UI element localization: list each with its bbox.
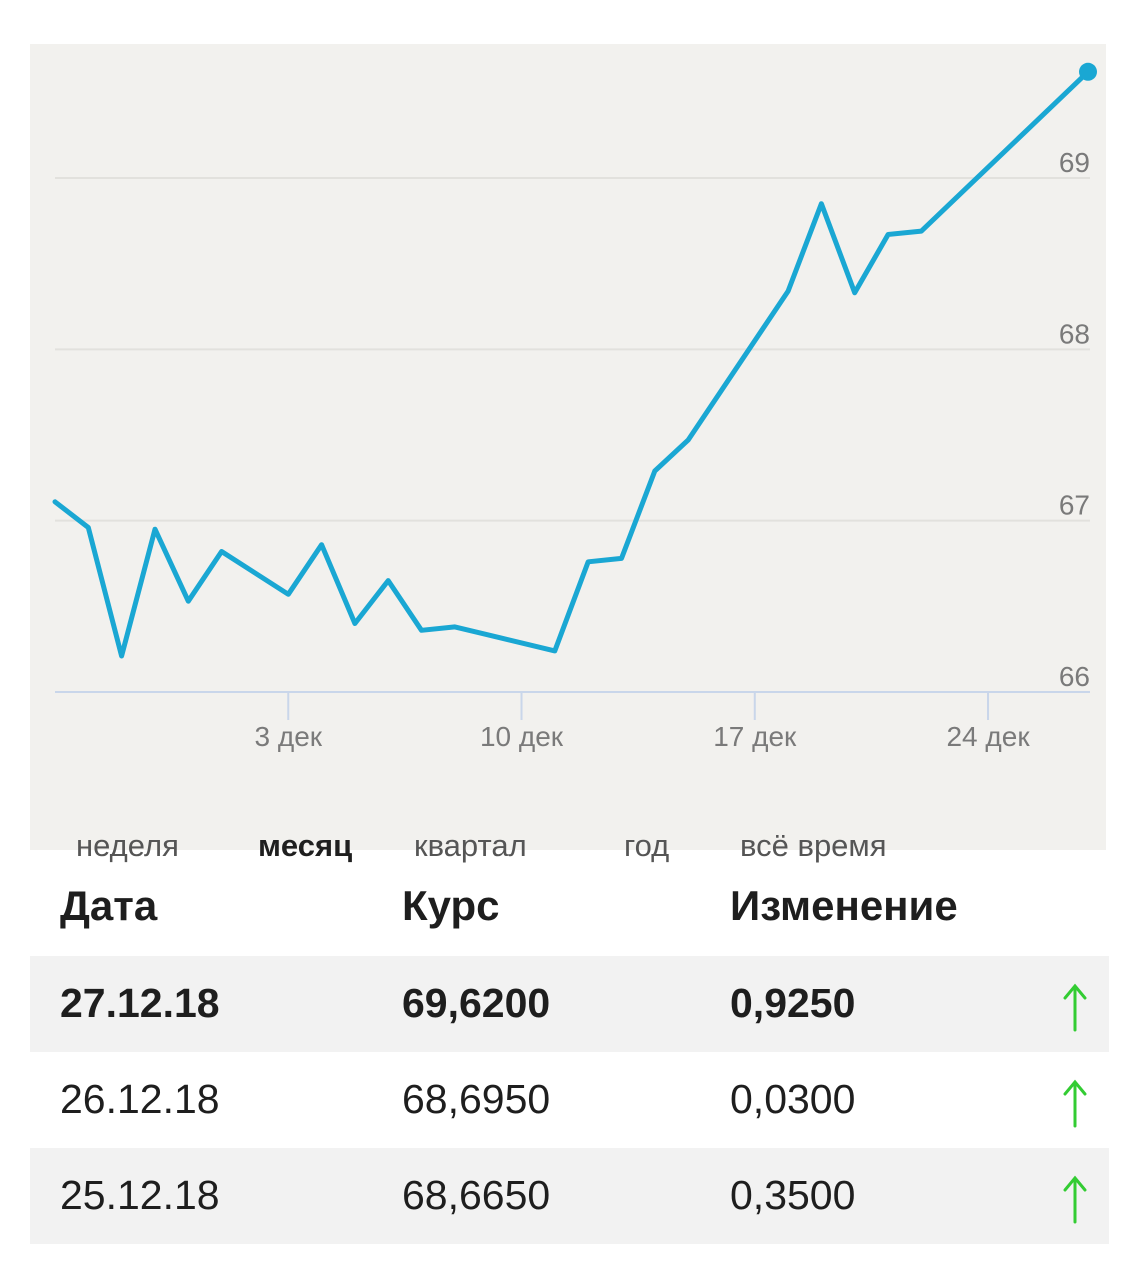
- table-header: Дата Курс Изменение: [30, 860, 1109, 956]
- row-date: 27.12.18: [60, 980, 220, 1026]
- row-change: 0,0300: [730, 1076, 856, 1122]
- y-tick-label: 66: [1059, 661, 1090, 692]
- y-tick-label: 68: [1059, 318, 1090, 349]
- tab-month[interactable]: месяц: [258, 828, 353, 863]
- header-change: Изменение: [730, 882, 958, 929]
- period-tabs: неделя месяц квартал год всё время: [30, 828, 1106, 870]
- row-change: 0,3500: [730, 1172, 856, 1218]
- row-rate: 68,6950: [402, 1076, 551, 1122]
- row-date: 25.12.18: [60, 1172, 220, 1218]
- tab-all-time[interactable]: всё время: [740, 828, 887, 863]
- table-row: 27.12.18 69,6200 0,9250: [30, 956, 1109, 1052]
- row-date: 26.12.18: [60, 1076, 220, 1122]
- x-tick-label: 3 дек: [255, 721, 323, 752]
- row-change: 0,9250: [730, 980, 856, 1026]
- rate-line-chart: 66 67 68 69 3 дек 10 дек 17 дек 24 дек: [52, 62, 1097, 752]
- last-point-marker: [1079, 62, 1097, 81]
- header-rate: Курс: [402, 882, 500, 929]
- arrow-up-icon: [1063, 1175, 1087, 1224]
- rates-table: Дата Курс Изменение 27.12.18 69,6200 0,9…: [30, 860, 1109, 1244]
- row-rate: 68,6650: [402, 1172, 551, 1218]
- table-row: 26.12.18 68,6950 0,0300: [30, 1052, 1109, 1148]
- x-tick-label: 24 дек: [946, 721, 1030, 752]
- row-rate: 69,6200: [402, 980, 551, 1026]
- y-tick-label: 69: [1059, 147, 1090, 178]
- y-tick-label: 67: [1059, 490, 1090, 521]
- chart-panel: 66 67 68 69 3 дек 10 дек 17 дек 24 дек неделя м…: [30, 44, 1106, 863]
- arrow-up-icon: [1063, 1079, 1087, 1128]
- arrow-up-icon: [1063, 983, 1087, 1032]
- x-tick-label: 17 дек: [713, 721, 797, 752]
- tab-year[interactable]: год: [624, 828, 670, 863]
- series-line: [52, 69, 1091, 659]
- table-row: 25.12.18 68,6650 0,3500: [30, 1148, 1109, 1244]
- tab-quarter[interactable]: квартал: [414, 828, 527, 863]
- header-date: Дата: [60, 882, 158, 929]
- x-tick-label: 10 дек: [480, 721, 564, 752]
- tab-week[interactable]: неделя: [76, 828, 179, 863]
